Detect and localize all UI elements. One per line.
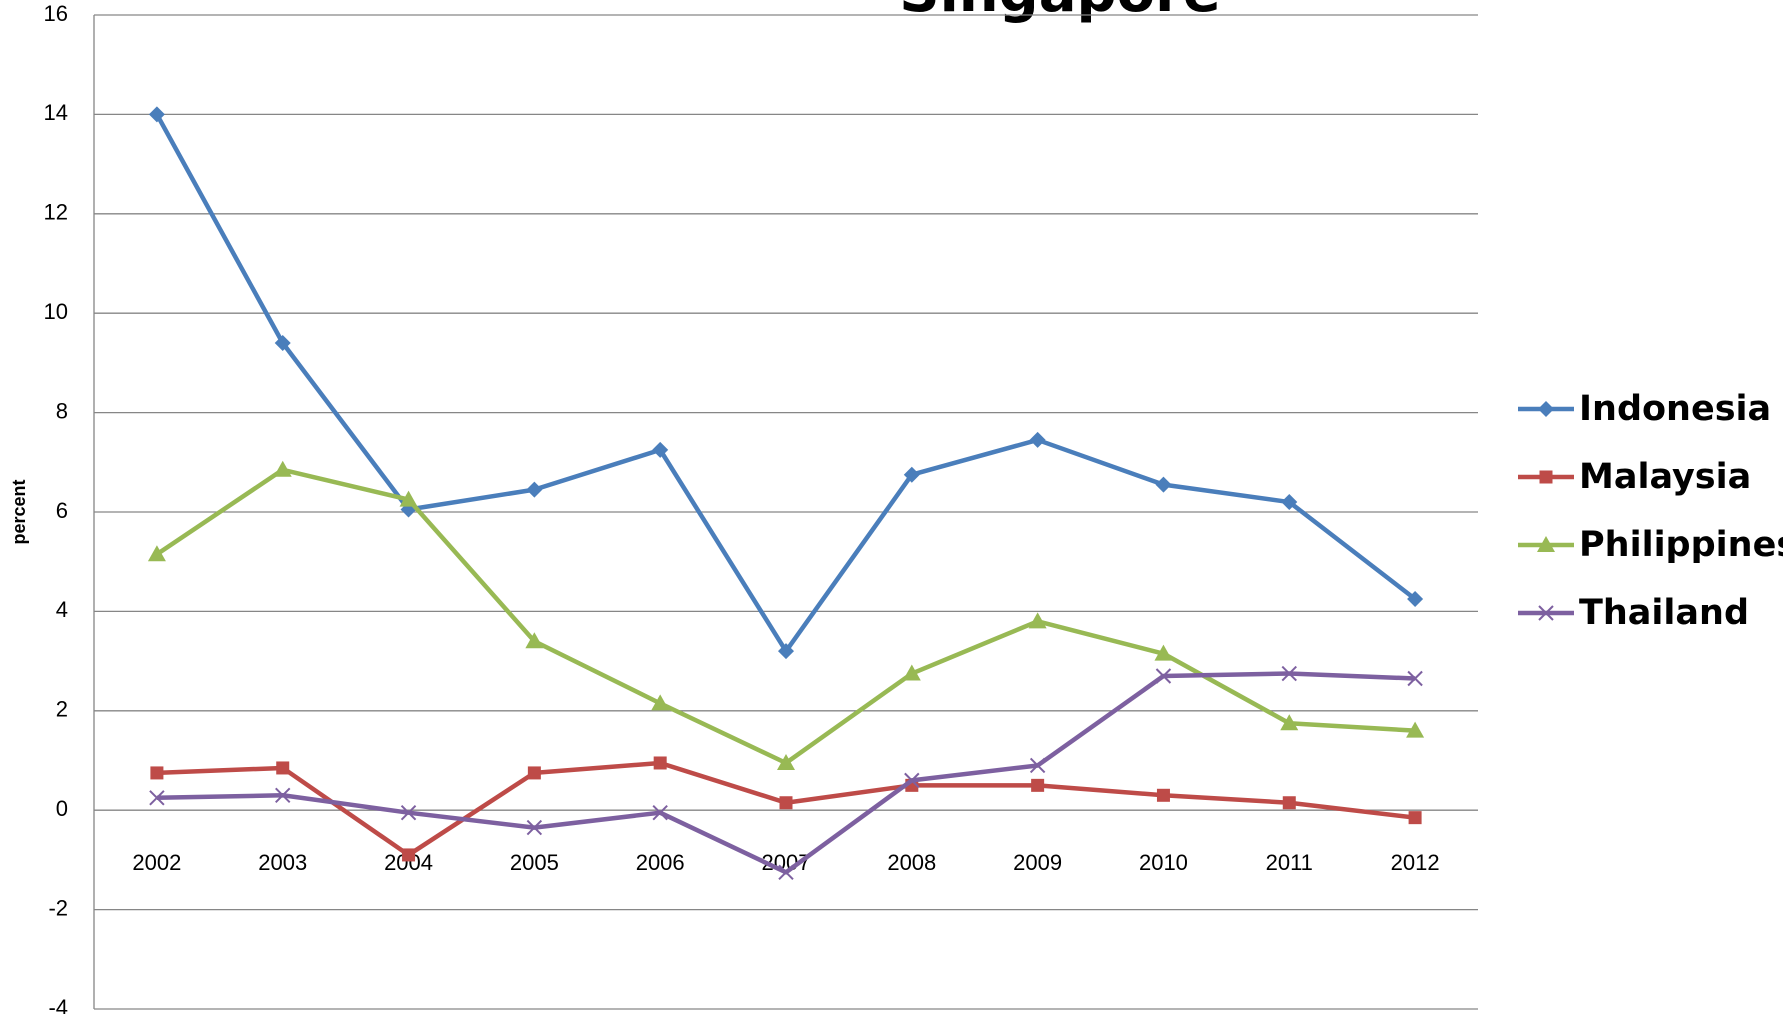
x-tick-label: 2012 [1391, 850, 1440, 875]
data-point [276, 761, 290, 775]
data-point [1408, 811, 1422, 825]
y-tick-label: 14 [44, 100, 68, 125]
data-point [1156, 788, 1170, 802]
data-point [526, 481, 543, 498]
data-point [778, 643, 794, 660]
data-point [400, 804, 417, 821]
data-point [149, 790, 165, 806]
legend-marker [1537, 536, 1555, 552]
y-tick-label: -2 [48, 895, 68, 920]
data-point [1281, 665, 1297, 682]
data-point [903, 466, 920, 483]
data-point [1155, 476, 1172, 493]
data-point [904, 772, 920, 789]
legend-marker [1538, 605, 1554, 621]
series-line [156, 671, 1416, 875]
y-tick-label: 2 [56, 697, 68, 722]
y-tick-label: 6 [56, 498, 68, 523]
x-tick-label: 2005 [510, 850, 559, 875]
chart-title: Singapore [899, 0, 1220, 25]
legend-label: Indonesia [1579, 389, 1771, 429]
data-point [148, 106, 165, 123]
data-point [902, 664, 921, 681]
data-point [526, 819, 543, 836]
data-point [777, 753, 795, 770]
data-point [1407, 590, 1424, 607]
data-point [1154, 644, 1173, 661]
data-point [1407, 670, 1423, 687]
data-point [1281, 494, 1298, 511]
x-tick-label: 2008 [887, 850, 936, 875]
data-point [150, 766, 164, 780]
legend-label: Philippines [1579, 525, 1783, 565]
legend-marker [1538, 401, 1554, 417]
data-point [1406, 721, 1425, 738]
data-point [1155, 668, 1172, 684]
data-point [527, 766, 541, 780]
y-tick-label: 16 [44, 1, 68, 26]
y-tick-label: 4 [56, 597, 68, 622]
series-line [154, 113, 1417, 654]
y-axis-label: percent [9, 479, 29, 544]
data-point [399, 490, 418, 507]
data-point [147, 545, 166, 562]
legend-label: Thailand [1579, 593, 1749, 633]
data-point [1029, 757, 1046, 774]
y-tick-label: 8 [56, 398, 68, 423]
x-tick-label: 2002 [132, 850, 181, 875]
x-tick-label: 2009 [1013, 850, 1062, 875]
x-tick-label: 2003 [258, 850, 307, 875]
x-tick-label: 2010 [1139, 850, 1188, 875]
y-tick-label: 0 [56, 796, 68, 821]
data-point [779, 796, 793, 810]
data-point [651, 694, 670, 711]
data-point [274, 335, 291, 352]
legend-label: Malaysia [1579, 457, 1751, 497]
data-point [402, 848, 416, 862]
data-point [653, 756, 667, 770]
series-line [155, 467, 1416, 766]
data-point [525, 632, 544, 649]
data-point [1280, 714, 1299, 731]
y-tick-label: -4 [48, 995, 68, 1014]
legend-marker [1539, 470, 1553, 484]
data-point [778, 864, 794, 881]
data-point [1029, 431, 1046, 448]
data-point [275, 787, 291, 803]
data-point [1282, 796, 1296, 810]
data-point [1028, 612, 1047, 629]
x-tick-label: 2011 [1266, 850, 1313, 875]
data-point [652, 804, 668, 821]
data-point [273, 460, 292, 477]
data-point [1031, 778, 1045, 792]
y-tick-label: 12 [44, 200, 68, 225]
data-point [652, 441, 669, 458]
x-tick-label: 2006 [636, 850, 685, 875]
y-tick-label: 10 [44, 299, 68, 324]
